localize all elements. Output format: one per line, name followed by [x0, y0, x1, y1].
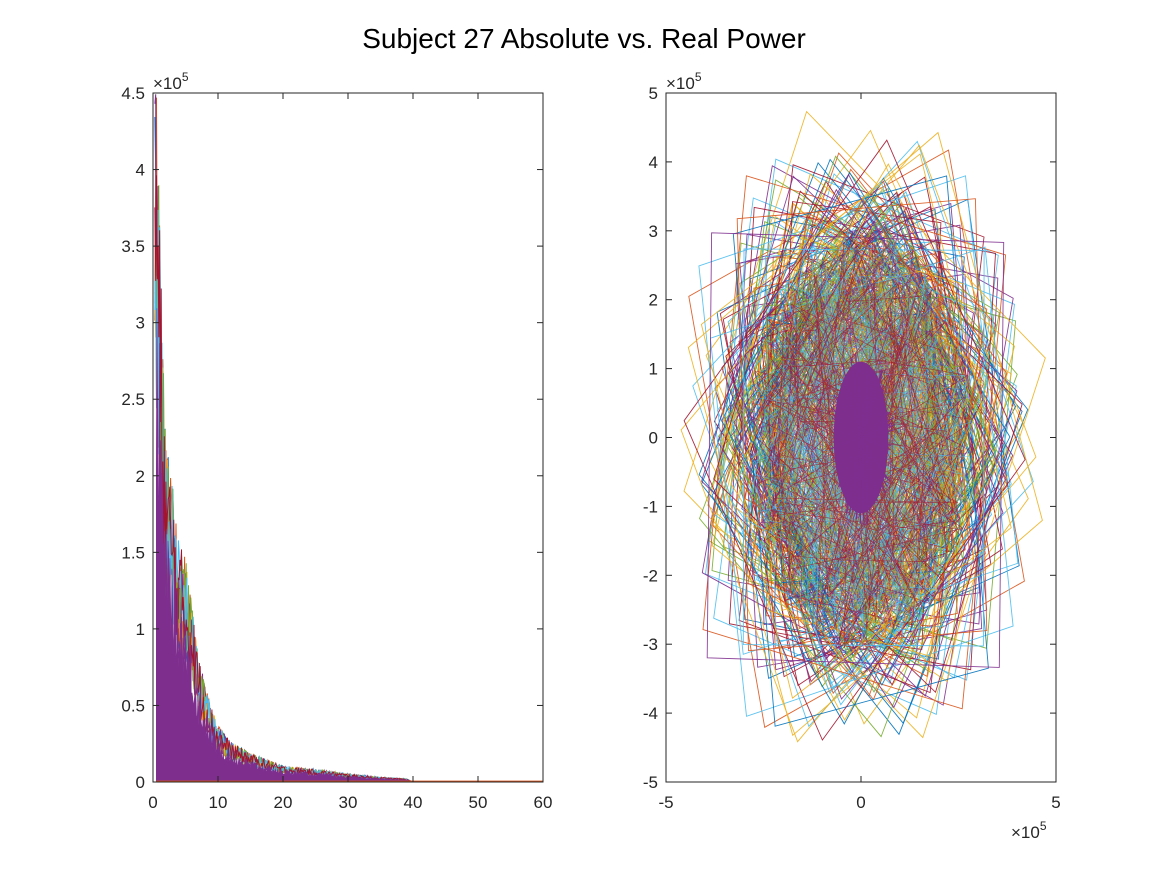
- phase-loop: [683, 139, 1026, 741]
- spectrum-series-line: [154, 185, 543, 782]
- phase-core-spoke: [860, 417, 895, 439]
- phase-core-spoke: [859, 437, 862, 518]
- phase-loop: [723, 190, 1012, 694]
- phase-core-spoke: [837, 437, 862, 479]
- phase-core-spoke: [860, 411, 891, 438]
- phase-core-spoke: [832, 417, 862, 438]
- y-tick-label: 3: [649, 222, 658, 241]
- phase-loop: [709, 163, 1024, 721]
- x-tick-label: 40: [404, 793, 423, 812]
- y-tick-label: 0: [136, 773, 145, 792]
- phase-core-spoke: [837, 437, 862, 464]
- y-tick-label: -4: [643, 704, 658, 723]
- phase-loop: [698, 175, 1014, 717]
- phase-core-spoke: [845, 437, 862, 514]
- phase-core-spoke: [860, 389, 884, 438]
- phase-core-spoke: [860, 437, 871, 515]
- y-tick-label: 1.5: [121, 543, 145, 562]
- y-tick-label: 2.5: [121, 390, 145, 409]
- y-tick-label: 3.5: [121, 237, 145, 256]
- phase-core-spoke: [833, 394, 862, 438]
- spectrum-series-line: [154, 209, 543, 782]
- phase-core-spoke: [860, 437, 866, 511]
- y-tick-label: 2: [136, 467, 145, 486]
- y-tick-label: 4: [649, 153, 658, 172]
- phase-loop: [727, 182, 987, 690]
- phase-core-spoke: [830, 436, 862, 450]
- y-tick-label: 5: [649, 84, 658, 103]
- phase-axes: -5 0 5 -5 -4 -3 -2 -1 0 1 2 3 4 5 ×105 ×105: [643, 70, 1061, 842]
- phase-core-spoke: [860, 423, 896, 439]
- phase-core-spoke: [860, 436, 891, 446]
- spectrum-series-line: [154, 94, 543, 782]
- phase-core-spoke: [860, 437, 888, 487]
- phase-core-spoke: [860, 437, 887, 494]
- phase-core-spoke: [860, 368, 872, 438]
- phase-core-spoke: [851, 366, 862, 438]
- phase-core-spoke: [858, 368, 862, 438]
- y-tick-label: 0: [649, 429, 658, 448]
- phase-x-ticks: -5 0 5: [658, 93, 1061, 812]
- spectrum-x-ticks: 0 10 20 30 40 50 60: [148, 93, 552, 812]
- phase-loop: [700, 153, 1012, 699]
- figure-title: Subject 27 Absolute vs. Real Power: [362, 23, 806, 54]
- spectrum-y-exponent: ×105: [153, 70, 189, 93]
- phase-y-ticks: -5 -4 -3 -2 -1 0 1 2 3 4 5: [643, 84, 1056, 792]
- spectrum-axes-box: [152, 92, 544, 783]
- phase-loop: [736, 198, 988, 652]
- phase-loop: [692, 140, 1034, 728]
- spectrum-y-ticks: 0 0.5 1 1.5 2 2.5 3 3.5 4 4.5: [121, 84, 543, 792]
- y-tick-label: 4: [136, 161, 145, 180]
- y-tick-label: -1: [643, 497, 658, 516]
- phase-core-spoke: [841, 363, 862, 438]
- y-tick-label: -3: [643, 635, 658, 654]
- spectrum-axes: 0 10 20 30 40 50 60 0 0.5 1 1.5 2 2.5 3 3.5 4 4.5 ×105: [121, 70, 552, 812]
- phase-core-spoke: [860, 406, 885, 438]
- y-tick-label: -5: [643, 773, 658, 792]
- phase-core-spoke: [855, 437, 862, 520]
- phase-core-spoke: [860, 379, 881, 438]
- phase-loop: [716, 168, 1008, 701]
- x-tick-label: 5: [1051, 793, 1060, 812]
- spectrum-series-line: [154, 175, 543, 782]
- x-tick-label: 10: [209, 793, 228, 812]
- y-tick-label: 0.5: [121, 696, 145, 715]
- y-tick-label: 1: [136, 620, 145, 639]
- phase-x-exponent: ×105: [1011, 819, 1047, 842]
- phase-tangle: [751, 233, 970, 640]
- y-tick-label: 3: [136, 314, 145, 333]
- spectrum-series-line: [154, 116, 543, 782]
- x-tick-label: 50: [469, 793, 488, 812]
- phase-core-spoke: [860, 437, 880, 497]
- x-tick-label: 30: [339, 793, 358, 812]
- spectrum-plot-area: [154, 94, 543, 782]
- phase-core-spoke: [860, 437, 891, 482]
- x-tick-label: 60: [534, 793, 553, 812]
- phase-loop: [767, 237, 964, 657]
- x-tick-label: -5: [658, 793, 673, 812]
- spectrum-series-line: [154, 97, 543, 782]
- phase-core-spoke: [837, 437, 862, 488]
- spectrum-filled-area: [156, 308, 543, 782]
- x-tick-label: 20: [274, 793, 293, 812]
- y-tick-label: 1: [649, 360, 658, 379]
- phase-loop: [706, 232, 1005, 668]
- y-tick-label: 2: [649, 291, 658, 310]
- phase-y-exponent: ×105: [666, 70, 702, 93]
- phase-plot-area: [680, 110, 1046, 743]
- phase-loop: [742, 248, 985, 647]
- phase-core-spoke: [836, 414, 862, 438]
- phase-core-spoke: [860, 429, 895, 439]
- x-tick-label: 0: [148, 793, 157, 812]
- x-tick-label: 0: [856, 793, 865, 812]
- phase-loop: [680, 144, 1037, 743]
- spectrum-series-line: [154, 276, 543, 782]
- y-tick-label: 4.5: [121, 84, 145, 103]
- phase-core-spoke: [860, 436, 891, 451]
- phase-loop: [728, 206, 996, 671]
- y-tick-label: -2: [643, 566, 658, 585]
